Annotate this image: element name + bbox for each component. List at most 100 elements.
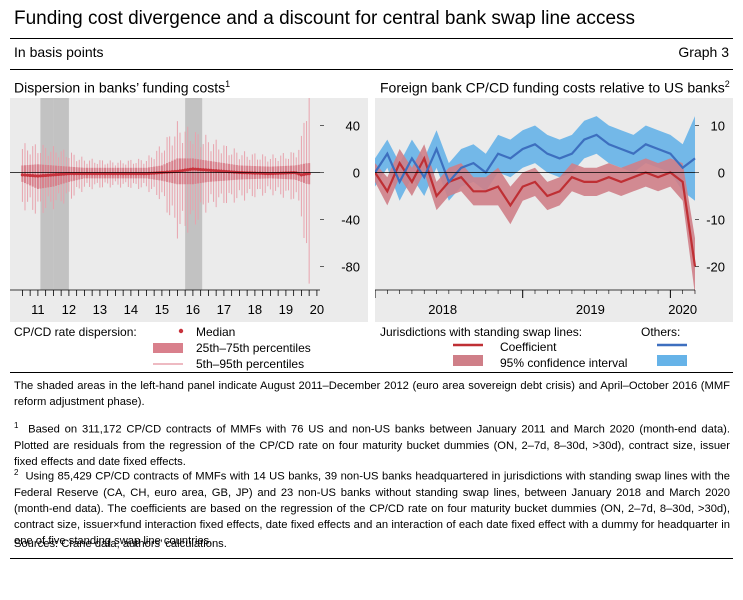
legend-p595-label: 5th–95th percentiles [196, 357, 305, 371]
graph-label: Graph 3 [678, 44, 729, 60]
median-point [23, 173, 27, 177]
median-point [188, 167, 192, 171]
swap-ci-band [375, 144, 695, 295]
x-tick-label: 20 [310, 302, 324, 317]
sources: Sources: Crane data; authors’ calculatio… [14, 538, 227, 550]
legend-median-marker [178, 328, 184, 334]
median-point [209, 168, 213, 172]
legend-iqr-label: 25th–75th percentiles [196, 341, 311, 355]
legend-iqr-swatch [153, 343, 183, 353]
swap-coefficient-line [375, 155, 697, 267]
bottom-rule [10, 558, 733, 559]
median-point [214, 169, 218, 173]
median-point [38, 174, 43, 178]
left-legend-heading: CP/CD rate dispersion: [14, 325, 137, 339]
median-point [211, 168, 216, 173]
median-point [62, 172, 66, 176]
iqr-bar [197, 159, 200, 184]
median-point [64, 172, 68, 176]
median-point [44, 173, 48, 178]
right-chart: 10 0 -10 -20 2018 2019 2020 [375, 98, 733, 322]
subtitle: In basis points [14, 44, 104, 60]
median-point [46, 173, 50, 177]
x-tick-label: 13 [93, 302, 107, 317]
median-point [193, 167, 198, 171]
median-point [178, 169, 182, 173]
median-point [297, 172, 301, 176]
median-point [199, 167, 203, 172]
right-legend-keys [453, 343, 687, 366]
iqr-bar [191, 158, 194, 185]
x-tick-label: 2018 [428, 302, 457, 317]
x-tick-label: 2019 [576, 302, 605, 317]
right-plot-bg [375, 98, 733, 322]
y-tick-label: -10 [706, 213, 725, 228]
median-point [302, 172, 306, 176]
iqr-bar [194, 158, 197, 184]
iqr-bar [199, 159, 202, 184]
right-legend-heading: Jurisdictions with standing swap lines: [380, 325, 583, 339]
median-point [31, 174, 35, 178]
header-rule [10, 69, 733, 70]
title-rule [10, 38, 733, 39]
y-tick-label: 10 [711, 119, 725, 134]
median-point [183, 168, 187, 172]
x-tick-label: 16 [186, 302, 200, 317]
left-legend-keys [153, 328, 184, 365]
iqr-bar [300, 164, 303, 182]
median-point [180, 168, 185, 173]
y-tick-label: 0 [718, 166, 725, 181]
median-point [28, 173, 32, 178]
median-point [299, 173, 303, 177]
left-panel-title: Dispersion in banks’ funding costs1 [14, 79, 231, 96]
median-point [41, 174, 45, 178]
x-tick-label: 2020 [668, 302, 697, 317]
median-point [204, 168, 208, 172]
y-tick-label: 40 [346, 119, 360, 134]
page-title: Funding cost divergence and a discount f… [14, 8, 636, 29]
median-point [56, 172, 61, 177]
y-tick-label: -40 [341, 213, 360, 228]
y-tick-label: 0 [353, 166, 360, 181]
median-point [20, 173, 24, 177]
median-point [51, 173, 56, 177]
footnote-1: 1 Based on 311,172 CP/CD contracts of MM… [14, 421, 731, 468]
x-tick-label: 18 [248, 302, 262, 317]
median-point [186, 168, 190, 172]
y-tick-label: -20 [706, 260, 725, 275]
legend-ci-label: 95% confidence interval [500, 356, 628, 370]
x-tick-label: 14 [124, 302, 138, 317]
iqr-bar [189, 158, 192, 185]
footnote-2: 2 Using 85,429 CP/CD contracts of MMFs w… [14, 468, 730, 547]
legend-coef-label: Coefficient [500, 340, 557, 354]
median-point [54, 173, 58, 177]
legend-others-ci-swatch [657, 355, 687, 366]
median-point [304, 172, 309, 176]
median-point [206, 168, 210, 172]
median-point [201, 168, 205, 172]
median-point [219, 169, 223, 173]
median-point [196, 167, 200, 171]
x-tick-label: 19 [279, 302, 293, 317]
median-point [36, 174, 40, 178]
left-chart: 40 0 -40 -80 11 12 13 14 15 16 17 18 19 20 [10, 98, 368, 322]
right-legend-others: Others: [641, 325, 681, 339]
median-point [217, 169, 221, 173]
x-tick-label: 12 [62, 302, 76, 317]
x-tick-label: 17 [217, 302, 231, 317]
median-point [59, 172, 63, 176]
shaded-period-0 [40, 98, 54, 290]
median-point [49, 173, 53, 177]
median-point [33, 174, 37, 178]
x-tick-label: 15 [155, 302, 169, 317]
shaded-note: The shaded areas in the left-hand panel … [14, 380, 730, 408]
legend-median-label: Median [196, 325, 236, 339]
y-tick-label: -80 [341, 260, 360, 275]
legend-swap-ci-swatch [453, 355, 483, 366]
median-point [191, 167, 195, 171]
right-panel-title: Foreign bank CP/CD funding costs relativ… [380, 79, 730, 96]
chart-rule [10, 372, 733, 373]
others-coefficient-line [375, 133, 696, 185]
x-tick-label: 11 [31, 302, 45, 317]
median-point [25, 173, 30, 177]
